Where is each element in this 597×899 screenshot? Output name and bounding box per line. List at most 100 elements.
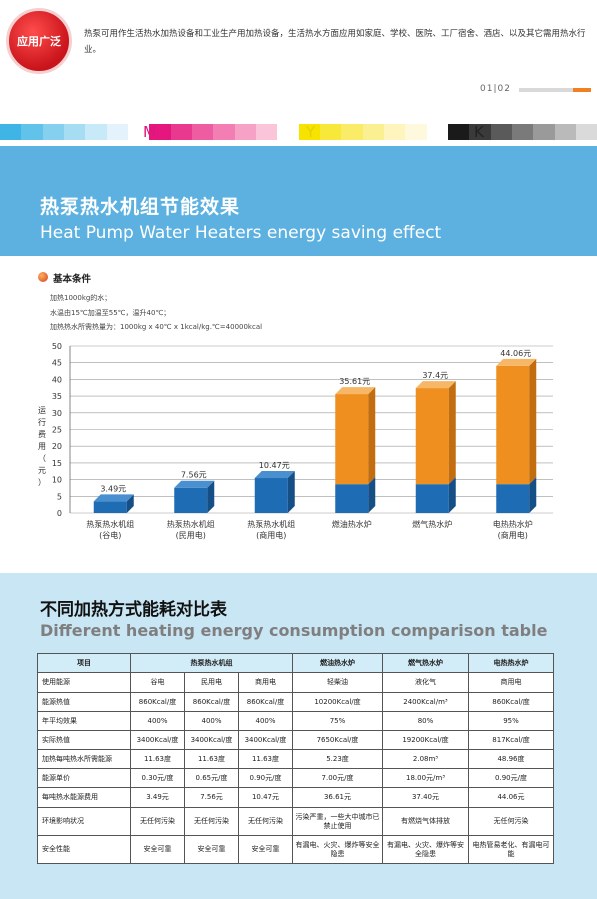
color-swatch xyxy=(341,124,363,140)
table-row: 能源热值 860Kcal/度 860Kcal/度 860Kcal/度 10200Kcal… xyxy=(37,692,554,712)
section-title-en: Heat Pump Water Heaters energy saving ef… xyxy=(40,223,442,243)
table-cell: 液化气 xyxy=(382,672,469,693)
row-label-cell: 每吨热水能源费用 xyxy=(37,787,131,808)
y-tick-label: 45 xyxy=(52,359,62,368)
table-cell: 0.30元/度 xyxy=(130,768,185,788)
table-cell: 无任何污染 xyxy=(130,807,185,836)
table-cell: 3400Kcal/度 xyxy=(238,730,293,750)
color-swatch xyxy=(362,124,384,140)
color-swatch xyxy=(277,124,299,140)
y-axis-label: 费 xyxy=(38,429,46,439)
table-cell: 无任何污染 xyxy=(238,807,293,836)
table-row: 使用能源 谷电 民用电 商用电 轻柴油 液化气 商用电 xyxy=(37,672,554,693)
x-tick-label: 热泵热水机组 xyxy=(167,519,215,529)
color-swatch xyxy=(426,124,448,140)
table-row: 能源单价 0.30元/度 0.65元/度 0.90元/度 7.00元/度 18.00元/m… xyxy=(37,768,554,788)
header-cell-electric: 电热热水炉 xyxy=(468,653,554,673)
table-cell: 商用电 xyxy=(238,672,293,693)
table-row: 安全性能 安全可靠 安全可靠 安全可靠 有漏电、火灾、爆炸等安全隐患 有漏电、火灾、爆炸等… xyxy=(37,835,554,864)
bullet-icon xyxy=(38,272,48,282)
color-swatch xyxy=(554,124,576,140)
table-row: 实际热值 3400Kcal/度 3400Kcal/度 3400Kcal/度 7650Kc… xyxy=(37,730,554,750)
row-label-cell: 实际热值 xyxy=(37,730,131,750)
header-cell-heatpump: 热泵热水机组 xyxy=(130,653,293,673)
table-cell: 80% xyxy=(382,711,469,731)
table-cell: 18.00元/m³ xyxy=(382,768,469,788)
condition-line: 水温由15℃加温至55℃，温升40℃； xyxy=(50,309,171,317)
table-cell: 95% xyxy=(468,711,554,731)
table-row: 加热每吨热水所需能源 11.63度 11.63度 11.63度 5.23度 2.08m³ 4… xyxy=(37,749,554,769)
color-swatch xyxy=(490,124,512,140)
x-tick-sublabel: (商用电) xyxy=(256,530,286,540)
bar-lower xyxy=(415,484,449,513)
color-swatch xyxy=(191,124,214,140)
y-axis-label: （ xyxy=(38,454,46,463)
color-swatch xyxy=(533,124,555,140)
color-bar-letter-y: Y xyxy=(306,123,316,141)
color-swatch xyxy=(63,124,86,140)
table-row: 年平均效果 400% 400% 400% 75% 80% 95% xyxy=(37,711,554,731)
condition-line: 加热热水所需热量为：1000kg x 40℃ x 1kcal/kg.℃=4000… xyxy=(50,323,263,331)
section-title-cn: 热泵热水机组节能效果 xyxy=(40,196,241,218)
bar-side-upper xyxy=(448,381,456,485)
table-cell: 轻柴油 xyxy=(292,672,383,693)
table-cell: 2400Kcal/m³ xyxy=(382,692,469,712)
y-tick-label: 25 xyxy=(52,426,62,435)
table-cell: 安全可靠 xyxy=(130,835,185,864)
color-swatch xyxy=(42,124,64,140)
table-cell: 7.56元 xyxy=(184,787,239,808)
y-axis-label: 运 xyxy=(38,406,46,415)
table-cell: 民用电 xyxy=(184,672,239,693)
table-cell: 36.61元 xyxy=(292,787,383,808)
header-cell-item: 项目 xyxy=(37,653,131,673)
table-cell: 400% xyxy=(184,711,239,731)
color-swatch xyxy=(298,124,320,140)
row-label-cell: 年平均效果 xyxy=(37,711,131,731)
table-cell: 75% xyxy=(292,711,383,731)
row-label-cell: 能源单价 xyxy=(37,768,131,788)
bar-side xyxy=(126,494,134,513)
data-label: 44.06元 xyxy=(500,349,531,358)
badge-label: 应用广泛 xyxy=(17,35,61,48)
table-cell: 37.40元 xyxy=(382,787,469,808)
cost-bar-chart: 05101520253035404550运行费用（元）3.49元热泵热水机组(谷… xyxy=(38,342,553,540)
color-swatch xyxy=(21,124,43,140)
table-cell: 5.23度 xyxy=(292,749,383,769)
color-bar-letter-k: K xyxy=(474,123,484,141)
row-label-cell: 安全性能 xyxy=(37,835,131,864)
bar-side-upper xyxy=(368,387,376,485)
row-label-cell: 环境影响状况 xyxy=(37,807,131,836)
y-axis-label: 用 xyxy=(38,442,46,451)
table-cell: 商用电 xyxy=(468,672,554,693)
table-cell: 无任何污染 xyxy=(184,807,239,836)
bar-top xyxy=(93,494,134,502)
table-cell: 11.63度 xyxy=(238,749,293,769)
table-cell: 7650Kcal/度 xyxy=(292,730,383,750)
y-tick-label: 0 xyxy=(57,509,62,518)
bar-top xyxy=(174,480,215,488)
y-axis-label: 元 xyxy=(38,466,46,475)
table-cell: 44.06元 xyxy=(468,787,554,808)
table-title-cn: 不同加热方式能耗对比表 xyxy=(40,600,227,620)
color-calibration-bar xyxy=(0,124,597,140)
color-swatch xyxy=(170,124,192,140)
color-swatch xyxy=(213,124,235,140)
conditions-title: 基本条件 xyxy=(53,274,92,285)
table-cell: 有燃烧气体排放 xyxy=(382,807,469,836)
table-cell: 3400Kcal/度 xyxy=(130,730,185,750)
table-cell: 817Kcal/度 xyxy=(468,730,554,750)
bar-top xyxy=(415,381,456,389)
data-label: 3.49元 xyxy=(100,484,126,493)
color-swatch xyxy=(319,124,342,140)
x-tick-label: 热泵热水机组 xyxy=(86,519,134,529)
x-tick-label: 热泵热水机组 xyxy=(247,519,295,529)
y-tick-label: 20 xyxy=(52,442,62,451)
table-title-en: Different heating energy consumption com… xyxy=(40,621,548,640)
bar-upper xyxy=(335,394,369,485)
color-swatch xyxy=(0,124,22,140)
data-label: 7.56元 xyxy=(181,471,207,480)
table-cell: 860Kcal/度 xyxy=(468,692,554,712)
y-tick-label: 50 xyxy=(52,342,62,351)
table-cell: 48.96度 xyxy=(468,749,554,769)
table-cell: 0.90元/度 xyxy=(238,768,293,788)
